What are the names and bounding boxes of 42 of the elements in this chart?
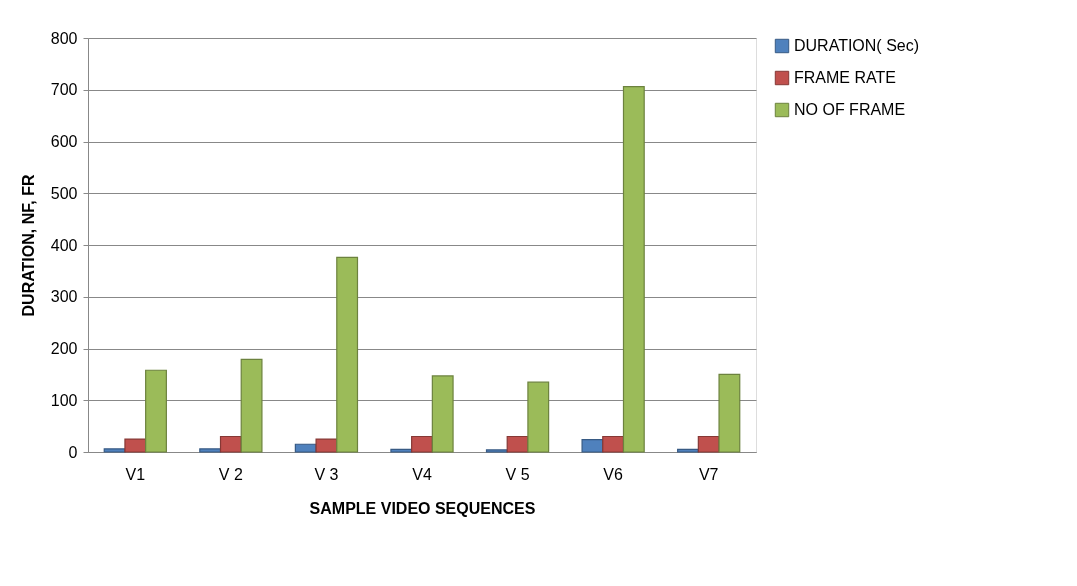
bar [145,369,167,453]
bar [581,438,604,453]
bar [697,435,720,453]
bar [390,448,413,453]
y-tick-label: 500 [50,184,78,202]
bar [199,448,222,453]
legend-label: FRAME RATE [794,69,896,86]
x-tick-label: V6 [603,465,624,483]
x-tick-label: V 5 [505,465,530,483]
bar [411,435,433,453]
y-tick-label: 200 [50,340,78,357]
bar [240,358,263,453]
y-tick-label: 400 [50,236,78,254]
bar [336,256,359,453]
y-tick-label: 600 [50,133,78,150]
legend-label: DURATION( Sec) [794,37,920,54]
bar [677,448,699,453]
bar [124,438,147,453]
bar [294,443,317,453]
bar [622,86,645,453]
x-tick-label: V4 [412,465,432,483]
bar [219,435,242,453]
y-tick-label: 300 [50,288,78,306]
y-axis-title: DURATION, NF, FR [19,174,37,317]
y-tick-label: 0 [68,443,78,461]
x-tick-label: V 2 [218,465,243,483]
y-tick-label: 800 [50,29,78,47]
x-tick-label: V7 [698,465,719,483]
bar [718,373,741,453]
bar [431,375,454,453]
legend-label: NO OF FRAME [794,101,906,118]
bar [103,448,126,453]
x-tick-label: V1 [125,465,146,483]
x-tick-label: V 3 [314,465,339,483]
y-tick-label: 100 [50,391,78,409]
y-tick-label: 700 [50,81,78,99]
bar [527,381,550,453]
x-axis-title: SAMPLE VIDEO SEQUENCES [309,499,536,517]
bar [315,438,338,453]
bar [485,449,508,453]
bar [602,435,625,453]
bar [506,435,529,453]
